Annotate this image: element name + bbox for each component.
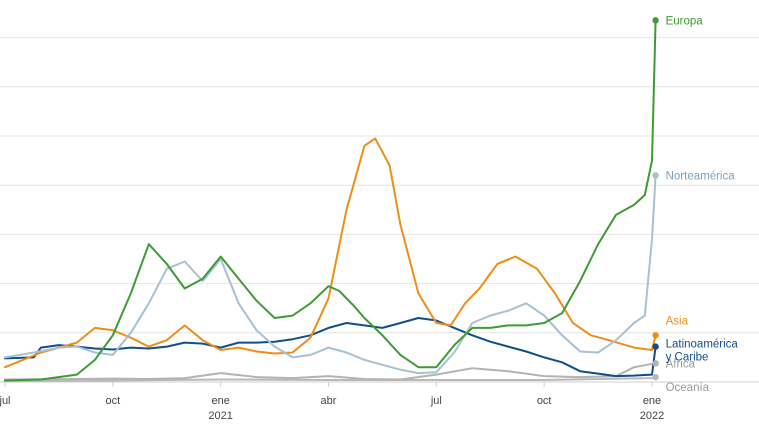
series-label-2: Latinoamérica y Caribe — [666, 339, 739, 364]
series-end-marker-2 — [652, 343, 659, 350]
x-tick-label: oct — [105, 395, 120, 407]
series-line-5 — [4, 19, 657, 382]
series-line-3 — [4, 137, 657, 369]
series-label-4: Norteamérica — [666, 170, 736, 182]
series-end-marker-4 — [652, 172, 659, 179]
gridlines — [0, 37, 759, 383]
x-tick-label: abr — [321, 395, 337, 407]
x-tick-label: jul — [0, 395, 11, 407]
x-tick-label: ene — [211, 395, 229, 407]
series-end-marker-1 — [652, 360, 659, 367]
series-end-marker-5 — [652, 17, 659, 24]
series-label-3: Asia — [666, 315, 689, 327]
series-lines — [4, 19, 657, 382]
series-line-1 — [4, 362, 657, 381]
x-tick-year-label: 2022 — [640, 410, 664, 422]
x-tick-label: oct — [537, 395, 552, 407]
series-label-1: África — [666, 357, 696, 370]
x-tick-label: jul — [430, 395, 442, 407]
series-line-2 — [4, 317, 657, 378]
series-end-marker-3 — [652, 332, 659, 339]
x-axis: jul oct ene 2021 abr jul oct ene 2022 — [0, 382, 664, 422]
series-label-0: Oceanía — [666, 382, 710, 394]
x-tick-label: ene — [643, 395, 661, 407]
series-label-5: Europa — [666, 15, 704, 27]
series-end-markers — [652, 17, 659, 381]
series-line-4 — [4, 174, 657, 375]
series-end-marker-0 — [652, 373, 659, 381]
x-tick-year-label: 2021 — [208, 410, 232, 422]
